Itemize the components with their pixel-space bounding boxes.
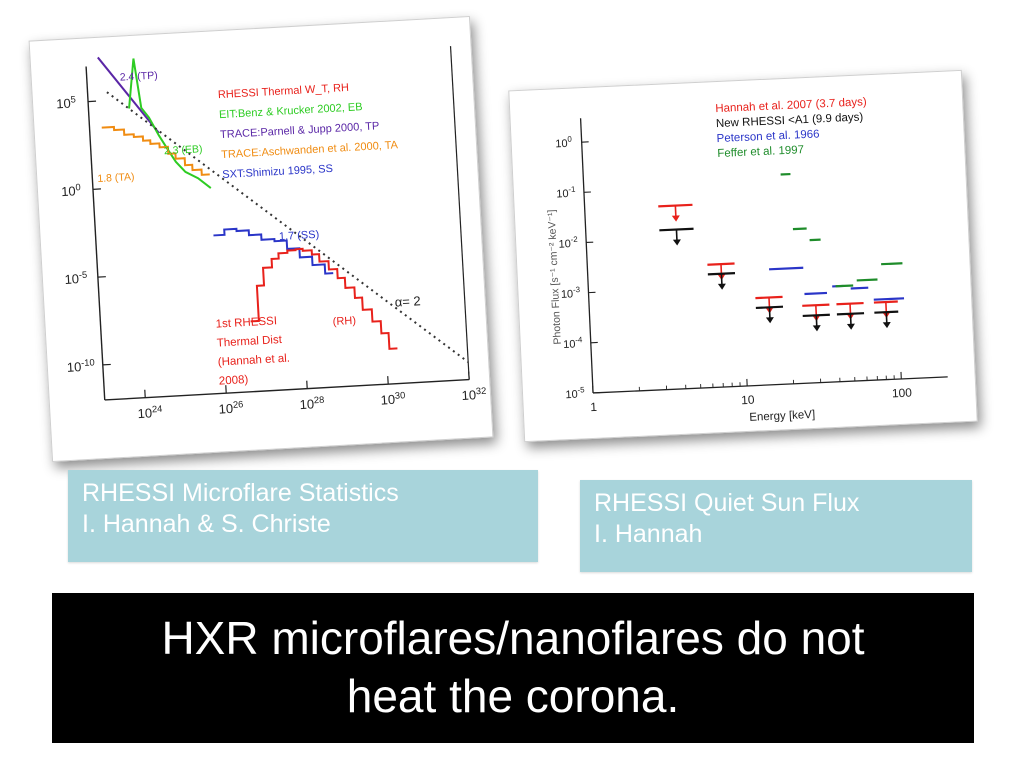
- label-first-rhessi-2: Thermal Dist: [216, 334, 283, 350]
- y-tick-label: 10-3: [561, 285, 582, 301]
- flux-bar-peterson-et-al-1966: [873, 297, 905, 301]
- flux-bar-hannah-et-al-2007-3-7-days-: [707, 262, 735, 266]
- series-line-eb: [128, 58, 212, 189]
- series-group: [658, 172, 905, 332]
- legend-entry-eb: EIT:Benz & Krucker 2002, EB: [219, 101, 363, 121]
- legend-entry-new-rhessi: New RHESSI <A1 (9.9 days): [716, 111, 864, 130]
- upper-limit-arrowhead-new-rhessi-a1-9-9-days-: [765, 317, 774, 324]
- left-caption: RHESSI Microflare Statistics I. Hannah &…: [68, 470, 538, 562]
- x-tick-label: 1026: [218, 399, 244, 416]
- flux-bar-peterson-et-al-1966: [769, 266, 804, 271]
- x-tick-label: 1024: [137, 404, 163, 421]
- banner-line2: heat the corona.: [346, 670, 680, 722]
- y-tick-label: 105: [56, 94, 77, 111]
- label-first-rhessi-1: 1st RHESSI: [215, 315, 277, 330]
- microflare-statistics-figure: 1024 1026 1028 1030 1032 105 100 10-5 10-10 RHES…: [28, 15, 494, 463]
- label-first-rhessi-3: (Hannah et al.: [217, 353, 290, 369]
- x-tick-label: 1032: [461, 386, 487, 403]
- upper-limit-arrowhead-hannah-et-al-2007-3-7-days-: [671, 215, 680, 222]
- upper-limit-arrowhead-new-rhessi-a1-9-9-days-: [882, 321, 891, 329]
- label-alpha: α= 2: [394, 293, 421, 309]
- x-tick-label: 100: [892, 385, 913, 400]
- flux-bar-feffer-et-al-1997: [792, 227, 807, 231]
- y-tick-label: 10-2: [558, 235, 578, 251]
- legend-entry-ta: TRACE:Aschwanden et al. 2000, TA: [221, 139, 399, 161]
- upper-limit-arrowhead-new-rhessi-a1-9-9-days-: [812, 325, 821, 332]
- x-tick-label: 1: [590, 400, 598, 414]
- flux-bar-hannah-et-al-2007-3-7-days-: [802, 303, 830, 307]
- series-line-alpha-2: [106, 91, 469, 363]
- y-tick-label: 10-1: [556, 185, 577, 201]
- axes: [579, 118, 948, 394]
- label-ta: 1.8 (TA): [97, 171, 135, 185]
- x-tick-label: 1030: [380, 390, 406, 407]
- flux-bar-feffer-et-al-1997: [856, 278, 878, 282]
- y-tick-label: 10-10: [66, 357, 95, 375]
- upper-limit-arrowhead-new-rhessi-a1-9-9-days-: [846, 323, 855, 330]
- axes: [85, 46, 470, 401]
- conclusion-banner: HXR microflares/nanoflares do not heat t…: [52, 593, 974, 743]
- upper-limit-arrowhead-new-rhessi-a1-9-9-days-: [717, 283, 726, 290]
- flux-bar-hannah-et-al-2007-3-7-days-: [836, 301, 864, 306]
- axis-ticks: 1024 1026 1028 1030 1032 105 100 10-5 10-10: [56, 94, 487, 421]
- y-tick-label: 100: [555, 135, 573, 151]
- series-line-rh: [250, 247, 398, 350]
- legend-entry-feffer: Feffer et al. 1997: [717, 144, 804, 160]
- y-axis-label: Photon Flux [s⁻¹ cm⁻² keV⁻¹]: [546, 209, 564, 345]
- series-line-tp: [97, 56, 160, 134]
- quiet-sun-flux-figure: 1 10 100 100 10-1 10-2 10-3 10-4 10-5 Energy [ke…: [508, 69, 978, 443]
- label-eb: 2.3 (EB): [164, 143, 203, 157]
- y-tick-label: 10-5: [64, 270, 88, 287]
- label-first-rhessi-4: 2008): [219, 374, 249, 388]
- x-axis-label: Energy [keV]: [749, 409, 815, 424]
- microflare-distribution-chart: 1024 1026 1028 1030 1032 105 100 10-5 10-10 RHES…: [56, 46, 487, 421]
- right-caption: RHESSI Quiet Sun Flux I. Hannah: [580, 480, 972, 572]
- flux-bar-peterson-et-al-1966: [850, 286, 869, 290]
- y-tick-label: 100: [61, 182, 82, 199]
- banner-line1: HXR microflares/nanoflares do not: [161, 612, 865, 664]
- legend-entry-ss: SXT:Shimizu 1995, SS: [222, 163, 333, 181]
- y-tick-label: 10-5: [565, 385, 586, 401]
- label-ss: 1.7 (SS): [279, 229, 320, 243]
- legend-entry-rh: RHESSI Thermal W_T, RH: [218, 82, 350, 101]
- annotations: 2.4 (TP) 2.3 (EB) 1.8 (TA) 1.7 (SS) (RH)…: [97, 70, 421, 388]
- y-tick-label: 10-4: [563, 335, 584, 351]
- flux-bar-hannah-et-al-2007-3-7-days-: [873, 300, 898, 304]
- flux-bar-feffer-et-al-1997: [835, 284, 854, 288]
- label-rh: (RH): [332, 315, 356, 328]
- right-caption-line1: RHESSI Quiet Sun Flux: [594, 489, 860, 517]
- upper-limit-arrowhead-new-rhessi-a1-9-9-days-: [672, 239, 681, 246]
- series-group: [97, 56, 469, 363]
- legend-entry-peterson: Peterson et al. 1966: [716, 128, 819, 145]
- series-line-ss: [213, 227, 334, 275]
- x-tick-label: 1028: [299, 395, 325, 412]
- x-tick-label: 10: [741, 393, 755, 408]
- right-caption-line2: I. Hannah: [594, 520, 703, 548]
- legend-entry-tp: TRACE:Parnell & Jupp 2000, TP: [220, 120, 380, 141]
- left-caption-line2: I. Hannah & S. Christe: [82, 510, 331, 538]
- flux-bar-feffer-et-al-1997: [881, 262, 903, 266]
- left-caption-line1: RHESSI Microflare Statistics: [82, 479, 399, 507]
- series-line-ta: [101, 125, 210, 176]
- quiet-sun-flux-chart: 1 10 100 100 10-1 10-2 10-3 10-4 10-5 Energy [ke…: [546, 96, 948, 424]
- flux-bar-peterson-et-al-1966: [804, 291, 828, 296]
- legend: Hannah et al. 2007 (3.7 days) New RHESSI…: [715, 96, 867, 160]
- legend: RHESSI Thermal W_T, RH EIT:Benz & Krucke…: [218, 82, 399, 181]
- label-tp: 2.4 (TP): [119, 70, 158, 84]
- axis-ticks: 1 10 100 100 10-1 10-2 10-3 10-4 10-5: [555, 135, 913, 414]
